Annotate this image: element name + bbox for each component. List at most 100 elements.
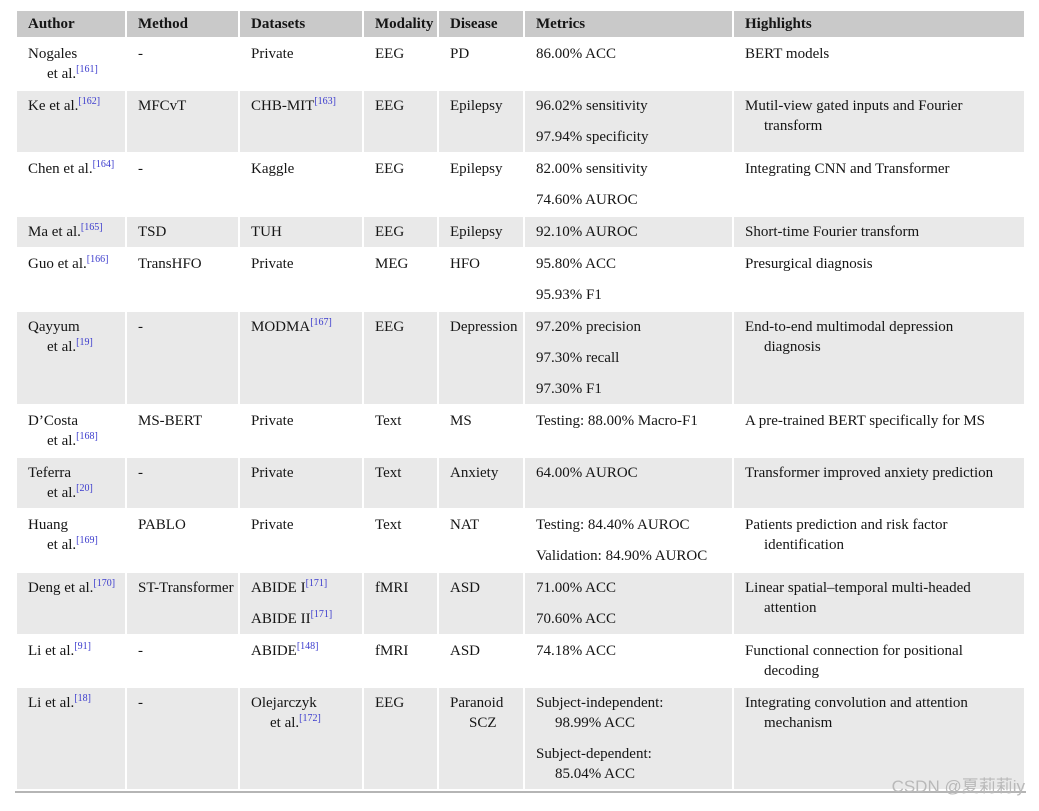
cell-author: Nogales et al.[161]: [17, 39, 125, 89]
cell-text: 95.80% ACC: [536, 256, 617, 272]
cell-line: Functional connection for positional: [745, 641, 1022, 661]
cell-line: Private: [251, 463, 360, 483]
cell-text: 74.60% AUROC: [536, 192, 638, 208]
cell-text: 70.60% ACC: [536, 611, 617, 627]
cell-line: Ma et al.[165]: [28, 222, 123, 242]
cell-text: Li et al.: [28, 695, 75, 711]
cell-line: ABIDE I[171]: [251, 578, 360, 598]
cell-text: -: [138, 695, 143, 711]
cell-text: PABLO: [138, 517, 186, 533]
cell-modality: fMRI: [364, 636, 437, 686]
cell-highlights: End-to-end multimodal depression diagnosi…: [734, 312, 1024, 404]
cell-line: Text: [375, 515, 435, 535]
citation-link[interactable]: [19]: [76, 337, 93, 348]
cell-paragraph: Paranoid SCZ: [450, 693, 521, 733]
cell-paragraph: Teferra et al.[20]: [28, 463, 123, 503]
cell-paragraph: 97.94% specificity: [536, 127, 730, 147]
citation-link[interactable]: [172]: [299, 713, 321, 724]
cell-text: Testing: 88.00% Macro-F1: [536, 413, 698, 429]
citation-link[interactable]: [170]: [93, 578, 116, 589]
cell-text: Private: [251, 413, 294, 429]
cell-text: et al.: [47, 339, 77, 355]
cell-method: MFCvT: [127, 91, 238, 152]
cell-disease: Anxiety: [439, 458, 523, 508]
cell-text: et al.: [270, 715, 300, 731]
cell-method: -: [127, 154, 238, 215]
cell-line: -: [138, 463, 236, 483]
citation-link[interactable]: [18]: [74, 693, 91, 704]
cell-text: End-to-end multimodal depression: [745, 319, 954, 335]
cell-line: Text: [375, 411, 435, 431]
cell-method: ST-Transformer: [127, 573, 238, 634]
citation-link[interactable]: [20]: [76, 483, 93, 494]
cell-line: MEG: [375, 254, 435, 274]
citation-link[interactable]: [161]: [76, 64, 98, 75]
cell-modality: Text: [364, 458, 437, 508]
cell-line: MODMA[167]: [251, 317, 360, 337]
cell-text: Guo et al.: [28, 256, 87, 272]
citation-link[interactable]: [91]: [74, 641, 91, 652]
cell-metrics: 86.00% ACC: [525, 39, 732, 89]
cell-paragraph: fMRI: [375, 641, 435, 661]
cell-line: TUH: [251, 222, 360, 242]
cell-paragraph: 86.00% ACC: [536, 44, 730, 64]
cell-highlights: Short-time Fourier transform: [734, 217, 1024, 247]
citation-link[interactable]: [162]: [78, 96, 101, 107]
cell-paragraph: Subject-dependent: 85.04% ACC: [536, 744, 730, 784]
cell-paragraph: Transformer improved anxiety prediction: [745, 463, 1022, 483]
cell-paragraph: ST-Transformer: [138, 578, 236, 598]
citation-link[interactable]: [171]: [310, 609, 333, 620]
citation-link[interactable]: [148]: [296, 641, 319, 652]
cell-line: 82.00% sensitivity: [536, 159, 730, 179]
cell-paragraph: Chen et al.[164]: [28, 159, 123, 179]
cell-line: 74.18% ACC: [536, 641, 730, 661]
cell-datasets: CHB-MIT[163]: [240, 91, 362, 152]
cell-disease: MS: [439, 406, 523, 456]
cell-paragraph: -: [138, 463, 236, 483]
citation-link[interactable]: [166]: [86, 254, 109, 265]
cell-paragraph: -: [138, 159, 236, 179]
cell-text: 85.04% ACC: [555, 766, 636, 782]
cell-line: ABIDE[148]: [251, 641, 360, 661]
cell-text: fMRI: [375, 580, 409, 596]
cell-paragraph: EEG: [375, 222, 435, 242]
cell-line: BERT models: [745, 44, 1022, 64]
citation-link[interactable]: [168]: [76, 431, 98, 442]
cell-line: HFO: [450, 254, 521, 274]
citation-link[interactable]: [163]: [314, 96, 337, 107]
cell-text: Olejarczyk: [251, 695, 317, 711]
citation-link[interactable]: [165]: [80, 222, 103, 233]
cell-text: Validation: 84.90% AUROC: [536, 548, 708, 564]
cell-text: NAT: [450, 517, 480, 533]
cell-paragraph: A pre-trained BERT specifically for MS: [745, 411, 1022, 431]
citation-link[interactable]: [171]: [305, 578, 328, 589]
cell-line: 95.80% ACC: [536, 254, 730, 274]
table-row: Chen et al.[164] - Kaggle EEG Epilepsy 82.00%…: [17, 154, 1024, 215]
cell-text: EEG: [375, 224, 405, 240]
cell-metrics: 96.02% sensitivity 97.94% specificity: [525, 91, 732, 152]
table-body: Nogales et al.[161] - Private EEG PD 86.00% AC…: [17, 39, 1024, 789]
cell-modality: MEG: [364, 249, 437, 310]
cell-line: Kaggle: [251, 159, 360, 179]
cell-text: Linear spatial–temporal multi-headed: [745, 580, 971, 596]
column-header-method: Method: [127, 11, 238, 37]
cell-text: Chen et al.: [28, 161, 93, 177]
cell-paragraph: fMRI: [375, 578, 435, 598]
cell-text: et al.: [47, 537, 77, 553]
cell-line: Epilepsy: [450, 159, 521, 179]
cell-line: 92.10% AUROC: [536, 222, 730, 242]
citation-link[interactable]: [167]: [310, 317, 332, 328]
cell-line: EEG: [375, 222, 435, 242]
cell-author: Huang et al.[169]: [17, 510, 125, 571]
cell-paragraph: Kaggle: [251, 159, 360, 179]
cell-modality: EEG: [364, 91, 437, 152]
cell-paragraph: Depression: [450, 317, 521, 337]
cell-paragraph: Short-time Fourier transform: [745, 222, 1022, 242]
table-header-row: Author Method Datasets Modality Disease Metri…: [17, 11, 1024, 37]
cell-line: ST-Transformer: [138, 578, 236, 598]
cell-line: Subject-independent:: [536, 693, 730, 713]
citation-link[interactable]: [164]: [92, 159, 115, 170]
citation-link[interactable]: [169]: [76, 535, 98, 546]
cell-line: Testing: 84.40% AUROC: [536, 515, 730, 535]
cell-metrics: Testing: 88.00% Macro-F1: [525, 406, 732, 456]
